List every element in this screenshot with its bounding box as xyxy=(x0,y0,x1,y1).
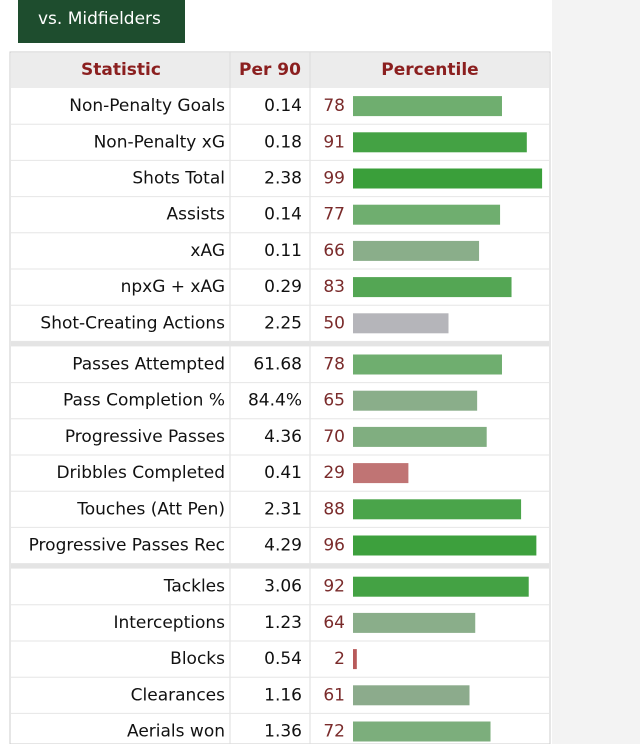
percentile: 96 xyxy=(323,536,345,556)
header-cell: Percentile xyxy=(381,60,478,80)
percentile-bar xyxy=(353,132,527,153)
per90: 0.41 xyxy=(264,463,302,483)
percentile-bar xyxy=(353,463,409,484)
per90: 0.14 xyxy=(264,205,302,225)
per90: 1.23 xyxy=(264,613,302,633)
statistic: Non-Penalty xG xyxy=(94,132,225,152)
percentile-bar xyxy=(353,685,470,706)
header-row xyxy=(11,53,549,88)
statistic: Clearances xyxy=(131,685,225,705)
percentile-bar xyxy=(353,612,476,633)
statistic: Aerials won xyxy=(127,722,225,742)
percentile-bar xyxy=(353,277,512,298)
percentile: 66 xyxy=(323,241,345,261)
per90: 0.54 xyxy=(264,649,302,669)
percentile-bar xyxy=(353,168,543,189)
percentile: 70 xyxy=(323,427,345,447)
per90: 2.25 xyxy=(264,313,302,333)
percentile-bar xyxy=(353,426,487,447)
percentile-bar xyxy=(353,390,478,411)
percentile: 29 xyxy=(323,463,345,483)
percentile: 65 xyxy=(323,391,345,411)
per90: 2.38 xyxy=(264,169,302,189)
percentile: 72 xyxy=(323,722,345,742)
per90: 1.16 xyxy=(264,685,302,705)
statistic: Dribbles Completed xyxy=(56,463,225,483)
section-separator xyxy=(11,341,549,347)
percentile-bar xyxy=(353,499,522,520)
tab[interactable] xyxy=(18,0,185,43)
percentile-bar xyxy=(353,721,491,742)
percentile: 2 xyxy=(334,649,345,669)
per90: 0.18 xyxy=(264,132,302,152)
section-separator xyxy=(11,563,549,569)
percentile-bar xyxy=(353,313,449,334)
percentile-bar xyxy=(353,576,529,597)
tab-label[interactable]: vs. Midfielders xyxy=(38,9,161,29)
statistic: Shots Total xyxy=(132,169,225,189)
per90: 0.11 xyxy=(264,241,302,261)
percentile-bar xyxy=(353,204,501,225)
statistic: Tackles xyxy=(163,577,225,597)
percentile: 83 xyxy=(323,277,345,297)
percentile: 91 xyxy=(323,132,345,152)
statistic: Passes Attempted xyxy=(72,355,225,375)
percentile: 50 xyxy=(323,313,345,333)
percentile: 64 xyxy=(323,613,345,633)
percentile: 77 xyxy=(323,205,345,225)
percentile: 61 xyxy=(323,685,345,705)
percentile: 99 xyxy=(323,169,345,189)
per90: 4.36 xyxy=(264,427,302,447)
per90: 1.36 xyxy=(264,722,302,742)
statistic: Pass Completion % xyxy=(63,391,225,411)
statistic: Blocks xyxy=(170,649,225,669)
percentile-bar xyxy=(353,96,502,117)
percentile: 92 xyxy=(323,577,345,597)
per90: 2.31 xyxy=(264,499,302,519)
header-cell: Per 90 xyxy=(239,60,301,80)
per90: 61.68 xyxy=(253,355,302,375)
statistic: Touches (Att Pen) xyxy=(76,499,225,519)
per90: 4.29 xyxy=(264,536,302,556)
per90: 3.06 xyxy=(264,577,302,597)
percentile-bar xyxy=(353,354,502,375)
per90: 0.29 xyxy=(264,277,302,297)
statistic: Shot-Creating Actions xyxy=(40,313,225,333)
statistic: Progressive Passes xyxy=(65,427,225,447)
statistic: Interceptions xyxy=(113,613,225,633)
side-shade xyxy=(552,0,640,744)
percentile: 78 xyxy=(323,96,345,116)
statistic: xAG xyxy=(190,241,225,261)
percentile-bar xyxy=(353,535,537,556)
per90: 0.14 xyxy=(264,96,302,116)
statistic: Non-Penalty Goals xyxy=(69,96,225,116)
percentile: 78 xyxy=(323,355,345,375)
per90: 84.4% xyxy=(248,391,302,411)
statistic: Progressive Passes Rec xyxy=(29,536,225,556)
percentile: 88 xyxy=(323,499,345,519)
header-cell: Statistic xyxy=(81,60,161,80)
percentile-bar xyxy=(353,649,357,670)
statistic: Assists xyxy=(167,205,226,225)
statistic: npxG + xAG xyxy=(121,277,225,297)
percentile-bar xyxy=(353,240,480,261)
